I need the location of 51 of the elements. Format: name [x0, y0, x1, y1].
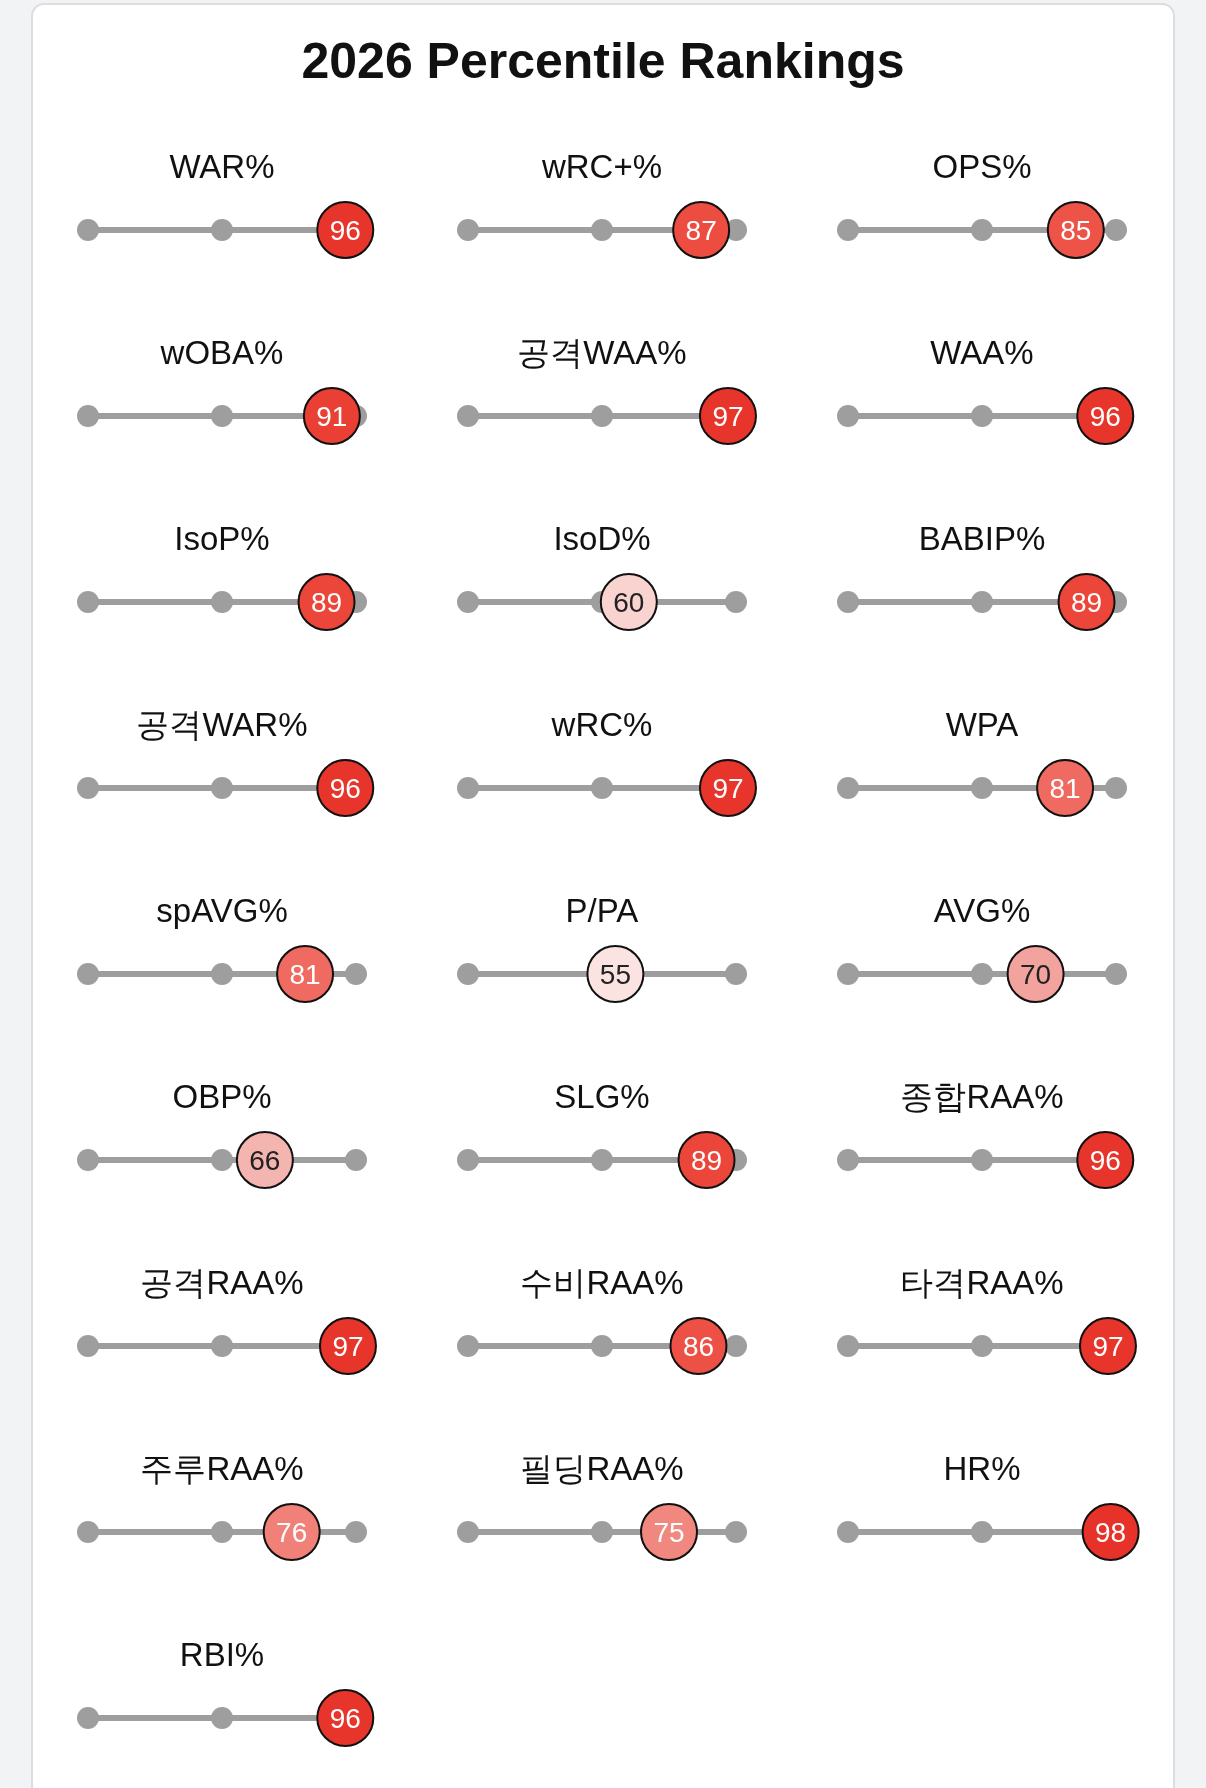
text: wRC+%	[540, 148, 663, 185]
data-label: 86	[682, 1331, 715, 1362]
text: SLG%	[554, 1078, 650, 1115]
data-label: 66	[249, 1145, 281, 1176]
data-label: 76	[276, 1517, 308, 1548]
text: OPS%	[932, 148, 1032, 185]
text: IsoP%	[174, 520, 270, 557]
data-label: 97	[1092, 1331, 1124, 1362]
data-label: 87	[685, 215, 717, 246]
text: spAVG%	[156, 892, 288, 929]
data-label: 81	[1049, 773, 1081, 804]
data-label: 81	[289, 959, 321, 990]
text: 타격RAA%	[900, 1264, 1064, 1301]
data-label: 96	[329, 215, 361, 246]
text: wOBA%	[159, 334, 284, 371]
data-label: 55	[599, 959, 631, 990]
text: 공격WAA%	[517, 334, 687, 371]
text: 종합RAA%	[900, 1078, 1064, 1115]
text: IsoD%	[553, 520, 651, 557]
data-label: 89	[690, 1145, 723, 1176]
text: 주루RAA%	[140, 1450, 304, 1487]
data-label: 89	[310, 587, 343, 618]
text: RBI%	[179, 1636, 265, 1673]
text: 2026 Percentile Rankings	[301, 33, 905, 89]
text: HR%	[943, 1450, 1021, 1487]
data-label: 89	[1070, 587, 1103, 618]
data-label: 96	[1089, 401, 1121, 432]
text: wRC%	[550, 706, 653, 743]
data-label: 97	[712, 401, 744, 432]
data-label: 96	[329, 1703, 361, 1734]
text: WAR%	[169, 148, 275, 185]
text: P/PA	[565, 892, 639, 929]
data-label: 97	[332, 1331, 364, 1362]
text: 수비RAA%	[520, 1264, 684, 1301]
text: BABIP%	[918, 520, 1046, 557]
data-label: 96	[1089, 1145, 1121, 1176]
text: AVG%	[933, 892, 1031, 929]
text: WPA	[945, 706, 1019, 743]
data-label: 98	[1095, 1517, 1127, 1548]
text: 공격WAR%	[136, 706, 308, 743]
data-label: 97	[712, 773, 744, 804]
data-label: 91	[316, 401, 348, 432]
text: 필딩RAA%	[520, 1450, 684, 1487]
data-label: 75	[653, 1517, 685, 1548]
text: WAA%	[930, 334, 1034, 371]
data-label: 96	[329, 773, 361, 804]
text: 공격RAA%	[140, 1264, 304, 1301]
data-label: 60	[613, 587, 645, 618]
data-label: 70	[1020, 959, 1052, 990]
data-label: 85	[1060, 215, 1092, 246]
text: OBP%	[172, 1078, 272, 1115]
